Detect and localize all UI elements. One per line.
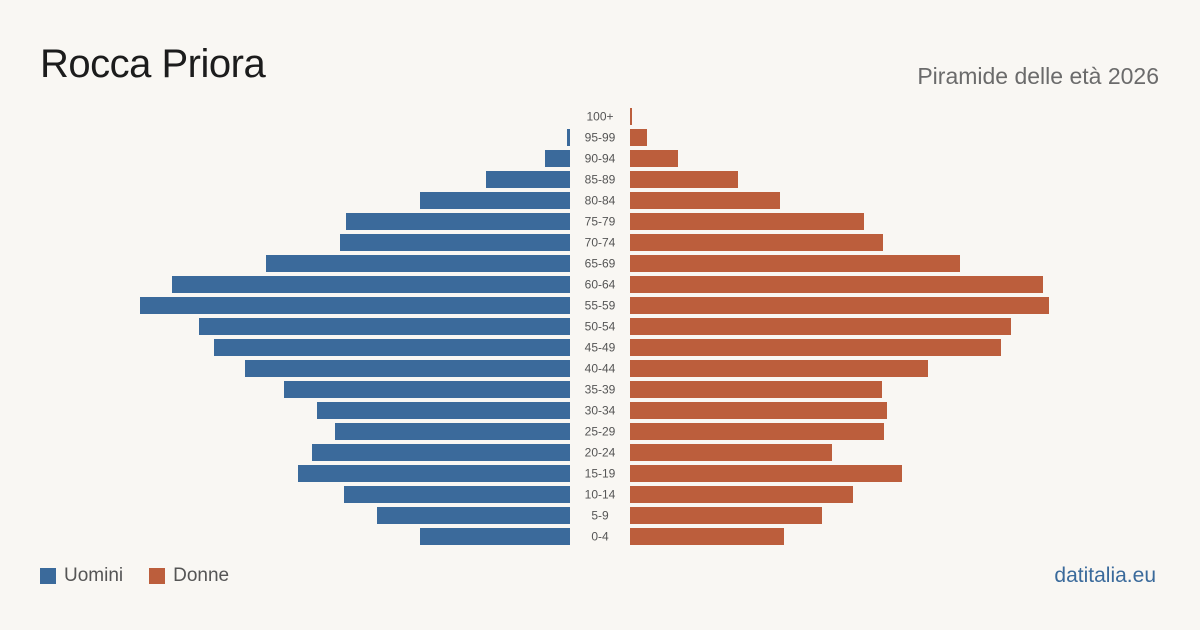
bar-uomini-95-99	[567, 129, 570, 146]
legend-label-donne: Donne	[173, 565, 230, 586]
chart-subtitle: Piramide delle età 2026	[917, 63, 1159, 89]
bar-uomini-80-84	[420, 192, 570, 209]
bar-donne-80-84	[630, 192, 780, 209]
bar-donne-50-54	[630, 318, 1011, 335]
bar-uomini-90-94	[545, 150, 570, 167]
bar-donne-75-79	[630, 213, 864, 230]
legend-item-donne: Donne	[149, 565, 229, 587]
bar-donne-60-64	[630, 276, 1043, 293]
age-label-35-39: 35-39	[585, 383, 616, 397]
age-label-85-89: 85-89	[585, 173, 616, 187]
age-label-90-94: 90-94	[585, 152, 616, 166]
age-label-40-44: 40-44	[585, 362, 616, 376]
bar-uomini-10-14	[344, 486, 570, 503]
age-label-10-14: 10-14	[585, 488, 616, 502]
bar-uomini-75-79	[346, 213, 570, 230]
age-label-60-64: 60-64	[585, 278, 616, 292]
bar-donne-20-24	[630, 444, 832, 461]
bar-donne-55-59	[630, 297, 1049, 314]
bar-uomini-65-69	[266, 255, 570, 272]
bar-uomini-55-59	[140, 297, 570, 314]
legend-label-uomini: Uomini	[64, 565, 124, 586]
age-label-100plus: 100+	[586, 110, 613, 124]
age-label-20-24: 20-24	[585, 446, 616, 460]
bar-donne-40-44	[630, 360, 928, 377]
bar-donne-95-99	[630, 129, 647, 146]
age-label-75-79: 75-79	[585, 215, 616, 229]
bar-uomini-85-89	[486, 171, 570, 188]
age-label-70-74: 70-74	[585, 236, 616, 250]
age-label-30-34: 30-34	[585, 404, 616, 418]
bar-donne-15-19	[630, 465, 902, 482]
bar-donne-35-39	[630, 381, 882, 398]
age-label-5-9: 5-9	[591, 509, 609, 523]
bar-donne-25-29	[630, 423, 884, 440]
legend-item-uomini: Uomini	[40, 565, 123, 587]
bar-uomini-60-64	[172, 276, 570, 293]
bar-donne-85-89	[630, 171, 738, 188]
age-label-45-49: 45-49	[585, 341, 616, 355]
age-label-95-99: 95-99	[585, 131, 616, 145]
age-label-65-69: 65-69	[585, 257, 616, 271]
bar-uomini-70-74	[340, 234, 570, 251]
age-label-55-59: 55-59	[585, 299, 616, 313]
age-label-50-54: 50-54	[585, 320, 616, 334]
age-label-15-19: 15-19	[585, 467, 616, 481]
bar-donne-30-34	[630, 402, 887, 419]
bar-donne-45-49	[630, 339, 1001, 356]
bar-uomini-50-54	[199, 318, 570, 335]
bar-uomini-20-24	[312, 444, 570, 461]
bar-uomini-25-29	[335, 423, 570, 440]
bar-donne-100plus	[630, 108, 632, 125]
bar-uomini-15-19	[298, 465, 570, 482]
chart-title: Rocca Priora	[40, 42, 266, 86]
bar-uomini-5-9	[377, 507, 570, 524]
bar-uomini-40-44	[245, 360, 570, 377]
legend: Uomini Donne	[40, 565, 255, 587]
bar-donne-65-69	[630, 255, 960, 272]
bar-donne-70-74	[630, 234, 883, 251]
bar-donne-90-94	[630, 150, 678, 167]
legend-swatch-donne	[149, 568, 166, 584]
bar-uomini-35-39	[284, 381, 570, 398]
age-label-0-4: 0-4	[591, 530, 609, 544]
legend-swatch-uomini	[40, 568, 56, 584]
brand-link[interactable]: datitalia.eu	[1054, 564, 1156, 587]
bar-donne-5-9	[630, 507, 822, 524]
bar-uomini-30-34	[317, 402, 570, 419]
age-label-25-29: 25-29	[585, 425, 616, 439]
bar-donne-0-4	[630, 528, 784, 545]
bar-uomini-0-4	[420, 528, 570, 545]
bar-donne-10-14	[630, 486, 853, 503]
age-label-80-84: 80-84	[585, 194, 616, 208]
bar-uomini-45-49	[214, 339, 570, 356]
